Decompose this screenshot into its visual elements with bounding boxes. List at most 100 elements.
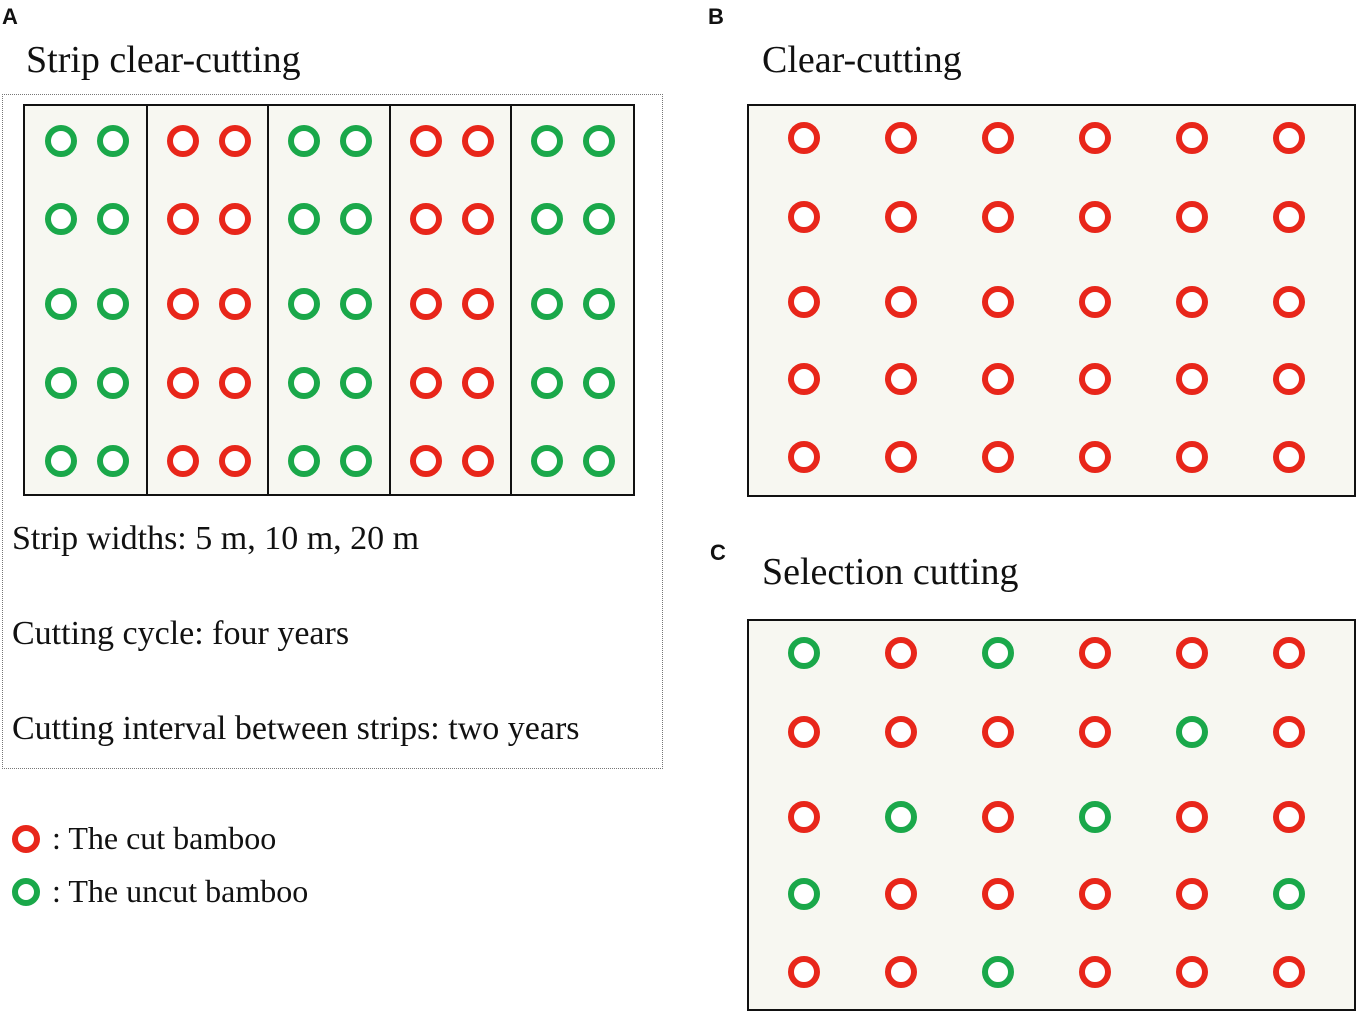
cut-bamboo-icon [1273,441,1305,473]
cut-bamboo-icon [166,288,199,320]
uncut-bamboo-icon [788,878,820,910]
uncut-bamboo-icon [12,877,40,906]
cut-bamboo-icon [1079,637,1111,669]
cut-bamboo-icon [409,203,442,235]
uncut-bamboo-icon [583,445,616,477]
cut-bamboo-icon [788,956,820,988]
uncut-bamboo-icon [583,288,616,320]
panel-c-letter: C [710,540,726,565]
uncut-bamboo-icon [340,203,373,235]
cut-bamboo-icon [982,716,1014,748]
cut-bamboo-icon [409,367,442,399]
clear-cutting-plot [747,104,1356,497]
strip-divider [388,106,391,494]
cut-bamboo-icon [885,286,917,318]
cut-bamboo-icon [1273,637,1305,669]
cut-bamboo-icon [218,445,251,477]
uncut-bamboo-icon [45,367,77,399]
cut-bamboo-icon [1079,441,1111,473]
cut-bamboo-icon [12,824,40,853]
cut-bamboo-icon [461,367,494,399]
uncut-bamboo-icon [97,445,129,477]
uncut-bamboo-icon [583,203,616,235]
cut-bamboo-icon [1176,286,1208,318]
uncut-bamboo-icon [531,125,564,157]
cut-bamboo-icon [885,441,917,473]
cut-bamboo-icon [409,445,442,477]
uncut-bamboo-icon [97,367,129,399]
cut-bamboo-icon [1273,286,1305,318]
panel-a-letter: A [2,4,18,29]
cut-bamboo-icon [982,122,1014,154]
uncut-bamboo-icon [340,288,373,320]
uncut-bamboo-icon [531,367,564,399]
uncut-bamboo-icon [97,203,129,235]
cut-bamboo-icon [409,288,442,320]
cut-bamboo-icon [1176,201,1208,233]
uncut-bamboo-icon [531,203,564,235]
cut-bamboo-icon [1176,637,1208,669]
cut-bamboo-icon [166,125,199,157]
uncut-bamboo-icon [97,288,129,320]
cut-bamboo-icon [885,878,917,910]
uncut-bamboo-icon [288,203,321,235]
cut-bamboo-icon [982,441,1014,473]
legend-uncut-label: : The uncut bamboo [52,873,309,909]
panel-a-frame [2,94,663,769]
cut-bamboo-icon [1079,286,1111,318]
cut-bamboo-icon [982,363,1014,395]
cut-bamboo-icon [885,716,917,748]
cut-bamboo-icon [1273,122,1305,154]
uncut-bamboo-icon [45,288,77,320]
cut-bamboo-icon [166,203,199,235]
cut-bamboo-icon [1176,801,1208,833]
cut-bamboo-icon [982,878,1014,910]
uncut-bamboo-icon [97,125,129,157]
cutting-interval-text: Cutting interval between strips: two yea… [12,710,580,747]
uncut-bamboo-icon [45,445,77,477]
cut-bamboo-icon [409,125,442,157]
cut-bamboo-icon [218,288,251,320]
panel-a-title: Strip clear-cutting [26,39,301,81]
uncut-bamboo-icon [340,445,373,477]
cut-bamboo-icon [982,801,1014,833]
cut-bamboo-icon [1079,716,1111,748]
cut-bamboo-icon [1079,878,1111,910]
strip-divider [267,106,270,494]
panel-c-title: Selection cutting [762,551,1019,593]
uncut-bamboo-icon [982,637,1014,669]
cut-bamboo-icon [788,122,820,154]
cut-bamboo-icon [1079,201,1111,233]
uncut-bamboo-icon [1273,878,1305,910]
cut-bamboo-icon [1176,878,1208,910]
cut-bamboo-icon [218,203,251,235]
legend-cut-label: : The cut bamboo [52,820,277,856]
cut-bamboo-icon [1176,363,1208,395]
cut-bamboo-icon [885,637,917,669]
cut-bamboo-icon [1176,441,1208,473]
uncut-bamboo-icon [340,367,373,399]
cut-bamboo-icon [1079,122,1111,154]
cut-bamboo-icon [1273,716,1305,748]
uncut-bamboo-icon [982,956,1014,988]
cut-bamboo-icon [218,125,251,157]
uncut-bamboo-icon [288,125,321,157]
uncut-bamboo-icon [1176,716,1208,748]
cut-bamboo-icon [1176,956,1208,988]
cut-bamboo-icon [885,956,917,988]
strip-widths-text: Strip widths: 5 m, 10 m, 20 m [12,520,420,557]
uncut-bamboo-icon [288,288,321,320]
cut-bamboo-icon [461,445,494,477]
uncut-bamboo-icon [583,367,616,399]
cut-bamboo-icon [982,286,1014,318]
uncut-bamboo-icon [288,367,321,399]
cut-bamboo-icon [461,288,494,320]
strip-divider [145,106,148,494]
cut-bamboo-icon [1176,122,1208,154]
cut-bamboo-icon [461,203,494,235]
strip-divider [510,106,513,494]
uncut-bamboo-icon [583,125,616,157]
uncut-bamboo-icon [885,801,917,833]
legend-uncut: : The uncut bamboo [12,873,308,910]
selection-cutting-plot [747,619,1356,1011]
